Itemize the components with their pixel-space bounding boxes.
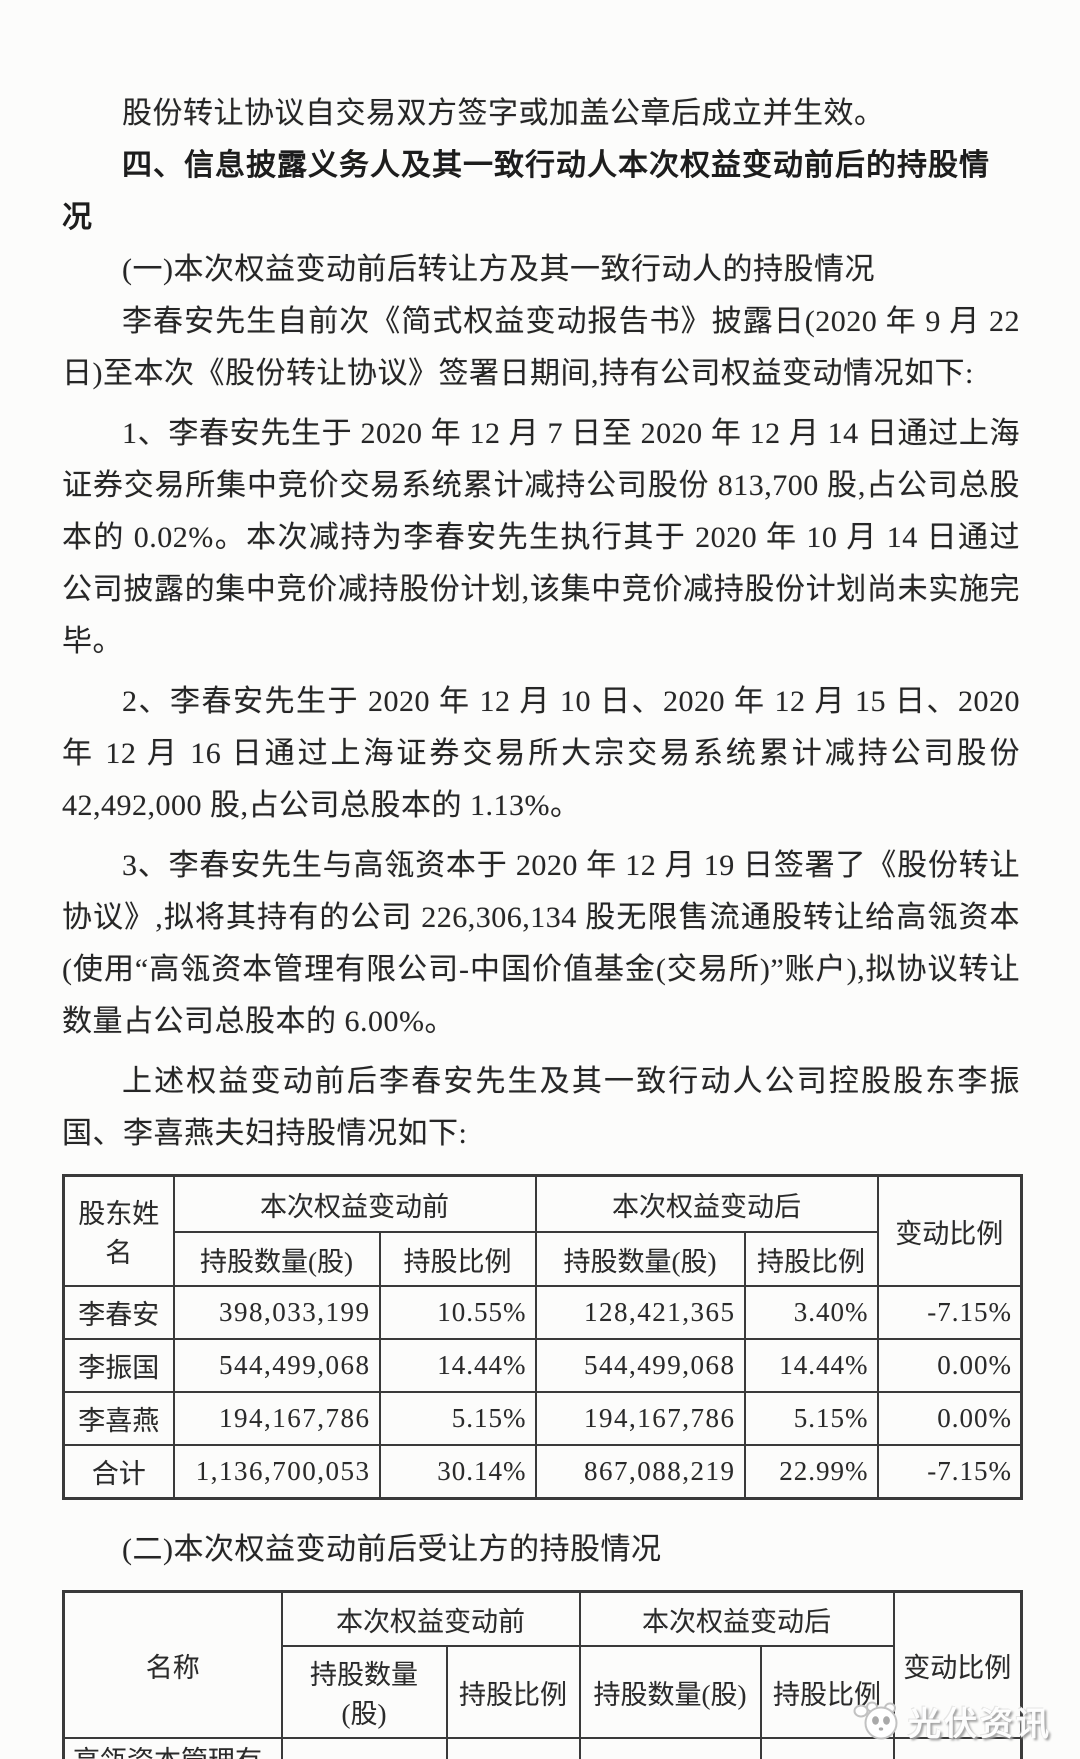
cell-qty-before: 0: [280, 1737, 448, 1759]
header-qty-after: 持股数量(股): [534, 1231, 746, 1287]
cell-ratio-after: 3.40%: [743, 1285, 879, 1340]
table-row: 李振国 544,499,068 14.44% 544,499,068 14.44…: [62, 1338, 1023, 1393]
header-before-change: 本次权益变动前: [280, 1590, 581, 1647]
cell-change-ratio: 0.00%: [876, 1391, 1023, 1446]
cell-ratio-after: 14.44%: [743, 1338, 879, 1393]
paragraph-disclosure-period: 李春安先生自前次《简式权益变动报告书》披露日(2020 年 9 月 22 日)至…: [62, 305, 1020, 390]
transferor-holdings-table: 股东姓名 本次权益变动前 本次权益变动后 变动比例 持股数量(股) 持股比例 持…: [62, 1174, 1023, 1500]
watermark: 光伏资讯: [852, 1697, 1052, 1745]
cell-qty-before: 544,499,068: [172, 1338, 381, 1393]
table-row-total: 合计 1,136,700,053 30.14% 867,088,219 22.9…: [62, 1444, 1023, 1500]
cell-qty-after: 226,306,134: [578, 1737, 762, 1759]
transferee-holdings-table: 名称 本次权益变动前 本次权益变动后 变动比例 持股数量(股) 持股比例 持股数…: [62, 1590, 1023, 1759]
list-item-2: 2、李春安先生于 2020 年 12 月 10 日、2020 年 12 月 15…: [62, 685, 1020, 822]
cell-change-ratio: -7.15%: [876, 1444, 1023, 1500]
cell-ratio-after: 6.00%: [759, 1737, 895, 1759]
cell-qty-before: 1,136,700,053: [172, 1444, 381, 1500]
intro-paragraph: 股份转让协议自交易双方签字或加盖公章后成立并生效。: [122, 97, 885, 130]
watermark-text: 光伏资讯: [908, 1705, 1052, 1742]
header-after-change: 本次权益变动后: [534, 1174, 879, 1233]
header-shareholder-name: 股东姓名: [62, 1174, 175, 1287]
cell-qty-after: 128,421,365: [534, 1285, 746, 1340]
cell-ratio-before: 30.14%: [378, 1444, 537, 1500]
header-qty-before: 持股数量(股): [280, 1645, 448, 1739]
cell-ratio-after: 22.99%: [743, 1444, 879, 1500]
header-qty-after: 持股数量(股): [578, 1645, 762, 1739]
cell-qty-before: 398,033,199: [172, 1285, 381, 1340]
subsection-1-heading: (一)本次权益变动前后转让方及其一致行动人的持股情况: [122, 253, 875, 286]
header-after-change: 本次权益变动后: [578, 1590, 895, 1647]
cell-qty-after: 544,499,068: [534, 1338, 746, 1393]
header-ratio-before: 持股比例: [445, 1645, 581, 1739]
cell-shareholder: 李喜燕: [62, 1391, 175, 1446]
cell-shareholder: 李春安: [62, 1285, 175, 1340]
header-change-ratio: 变动比例: [876, 1174, 1023, 1287]
subsection-2-heading: (二)本次权益变动前后受让方的持股情况: [122, 1533, 662, 1566]
panda-logo-icon: [853, 1701, 898, 1740]
header-qty-before: 持股数量(股): [172, 1231, 381, 1287]
cell-entity-name: 高瓴资本管理有限公司(使用“高瓴资本管理有限: [62, 1737, 283, 1759]
list-item-1: 1、李春安先生于 2020 年 12 月 7 日至 2020 年 12 月 14…: [62, 417, 1020, 658]
section-4-heading: 四、信息披露义务人及其一致行动人本次权益变动前后的持股情况: [62, 149, 990, 234]
cell-change-ratio: -7.15%: [876, 1285, 1023, 1340]
cell-qty-before: 194,167,786: [172, 1391, 381, 1446]
cell-ratio-before: 14.44%: [378, 1338, 537, 1393]
paragraph-summary: 上述权益变动前后李春安先生及其一致行动人公司控股股东李振国、李喜燕夫妇持股情况如…: [62, 1065, 1020, 1150]
header-ratio-after: 持股比例: [743, 1231, 879, 1287]
cell-total-label: 合计: [62, 1444, 175, 1500]
cell-shareholder: 李振国: [62, 1338, 175, 1393]
cell-change-ratio: 0.00%: [876, 1338, 1023, 1393]
header-before-change: 本次权益变动前: [172, 1174, 537, 1233]
table-row: 李春安 398,033,199 10.55% 128,421,365 3.40%…: [62, 1285, 1023, 1340]
cell-ratio-before: 0.00%: [445, 1737, 581, 1759]
cell-qty-after: 867,088,219: [534, 1444, 746, 1500]
table-row: 李喜燕 194,167,786 5.15% 194,167,786 5.15% …: [62, 1391, 1023, 1446]
cell-ratio-before: 10.55%: [378, 1285, 537, 1340]
table-row: 高瓴资本管理有限公司(使用“高瓴资本管理有限 0 0.00% 226,306,1…: [62, 1737, 1023, 1759]
header-change-ratio: 变动比例: [892, 1590, 1023, 1739]
cell-change-ratio: 6.00%: [892, 1737, 1023, 1759]
cell-ratio-before: 5.15%: [378, 1391, 537, 1446]
cell-qty-after: 194,167,786: [534, 1391, 746, 1446]
header-ratio-before: 持股比例: [378, 1231, 537, 1287]
header-entity-name: 名称: [62, 1590, 283, 1739]
cell-ratio-after: 5.15%: [743, 1391, 879, 1446]
list-item-3: 3、李春安先生与高瓴资本于 2020 年 12 月 19 日签署了《股份转让协议…: [62, 849, 1020, 1038]
